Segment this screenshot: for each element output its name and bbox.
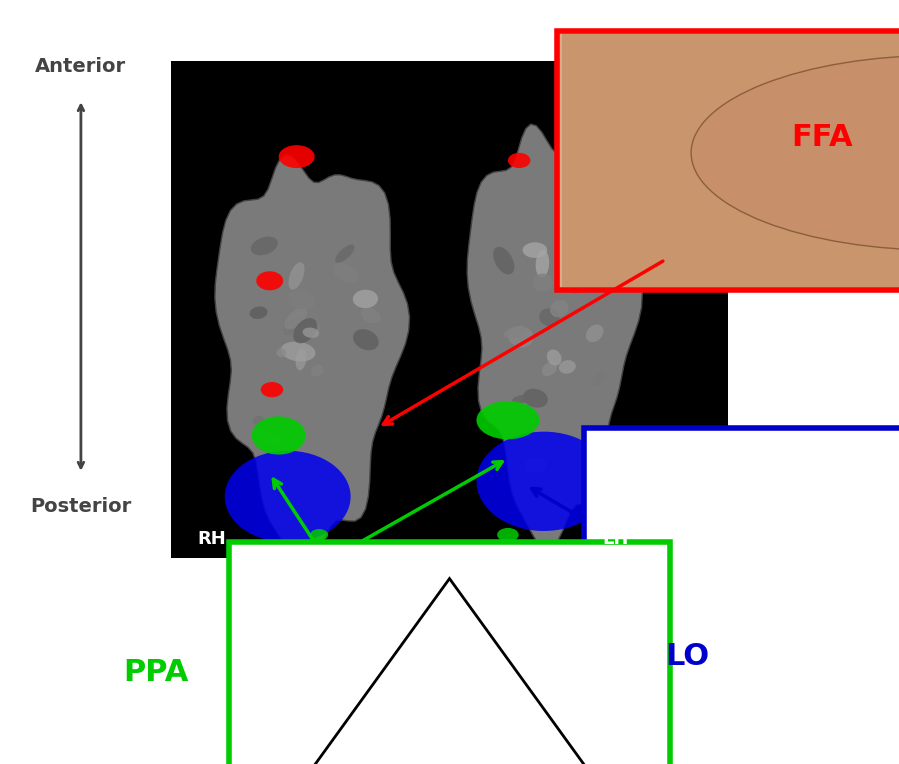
- Ellipse shape: [559, 360, 576, 374]
- Text: RH: RH: [197, 529, 226, 548]
- Ellipse shape: [523, 389, 547, 408]
- Ellipse shape: [476, 401, 539, 439]
- Ellipse shape: [522, 242, 547, 258]
- Ellipse shape: [361, 308, 380, 323]
- Ellipse shape: [225, 451, 351, 542]
- Bar: [229, 542, 670, 764]
- Ellipse shape: [542, 361, 557, 376]
- Ellipse shape: [283, 542, 310, 558]
- Bar: [562, 34, 899, 286]
- Ellipse shape: [310, 529, 328, 541]
- Ellipse shape: [508, 153, 530, 168]
- Ellipse shape: [333, 263, 359, 283]
- Ellipse shape: [504, 326, 527, 338]
- Bar: [584, 428, 899, 764]
- Ellipse shape: [311, 365, 324, 376]
- Bar: [171, 61, 728, 558]
- Ellipse shape: [592, 371, 606, 385]
- Ellipse shape: [353, 329, 378, 350]
- Ellipse shape: [497, 528, 519, 542]
- Ellipse shape: [296, 348, 307, 371]
- Bar: [557, 31, 899, 290]
- Ellipse shape: [284, 307, 307, 329]
- Ellipse shape: [566, 277, 584, 294]
- Text: FFA: FFA: [791, 123, 853, 152]
- PathPatch shape: [467, 125, 642, 549]
- Text: LH: LH: [602, 529, 629, 548]
- Ellipse shape: [586, 325, 603, 342]
- Ellipse shape: [352, 290, 378, 308]
- Ellipse shape: [283, 317, 301, 335]
- Ellipse shape: [289, 262, 305, 290]
- Ellipse shape: [559, 265, 574, 279]
- Ellipse shape: [279, 145, 315, 168]
- Ellipse shape: [303, 328, 319, 338]
- Ellipse shape: [261, 382, 283, 397]
- Text: Posterior: Posterior: [31, 497, 131, 516]
- Ellipse shape: [508, 326, 533, 348]
- Ellipse shape: [494, 247, 514, 274]
- Ellipse shape: [252, 416, 306, 455]
- Ellipse shape: [255, 432, 285, 445]
- Polygon shape: [238, 578, 661, 764]
- Ellipse shape: [512, 395, 531, 403]
- Ellipse shape: [525, 457, 547, 473]
- Text: Anterior: Anterior: [35, 57, 127, 76]
- Ellipse shape: [256, 271, 283, 290]
- Ellipse shape: [547, 349, 562, 365]
- Ellipse shape: [539, 309, 560, 327]
- Ellipse shape: [550, 300, 568, 317]
- Ellipse shape: [253, 416, 264, 426]
- Ellipse shape: [250, 306, 268, 319]
- Ellipse shape: [532, 274, 553, 292]
- Ellipse shape: [566, 227, 588, 242]
- Ellipse shape: [691, 56, 899, 251]
- Ellipse shape: [293, 318, 317, 343]
- Ellipse shape: [288, 291, 316, 309]
- Ellipse shape: [280, 342, 316, 361]
- Ellipse shape: [536, 250, 549, 277]
- Ellipse shape: [251, 237, 278, 255]
- Ellipse shape: [539, 354, 556, 369]
- Ellipse shape: [476, 432, 611, 531]
- Ellipse shape: [295, 322, 321, 338]
- Ellipse shape: [276, 348, 286, 358]
- Text: LO: LO: [665, 642, 710, 671]
- PathPatch shape: [215, 154, 410, 564]
- Ellipse shape: [335, 244, 354, 263]
- Text: PPA: PPA: [123, 658, 189, 687]
